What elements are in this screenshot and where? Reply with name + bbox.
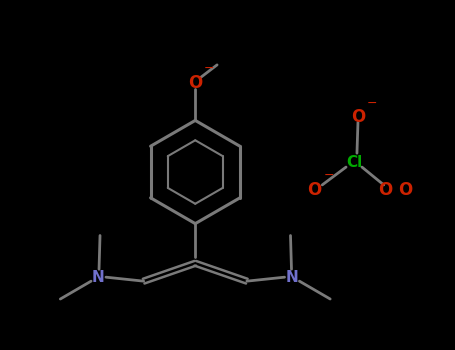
Text: −: −: [323, 169, 334, 182]
Text: −: −: [367, 97, 377, 110]
Text: Cl: Cl: [346, 155, 362, 170]
Text: O: O: [307, 181, 321, 199]
Text: −: −: [204, 62, 215, 75]
Text: O: O: [188, 74, 202, 92]
Text: O: O: [399, 181, 413, 199]
Text: O: O: [379, 181, 393, 199]
Text: O: O: [351, 108, 365, 126]
Text: N: N: [91, 270, 104, 285]
Text: N: N: [286, 270, 299, 285]
